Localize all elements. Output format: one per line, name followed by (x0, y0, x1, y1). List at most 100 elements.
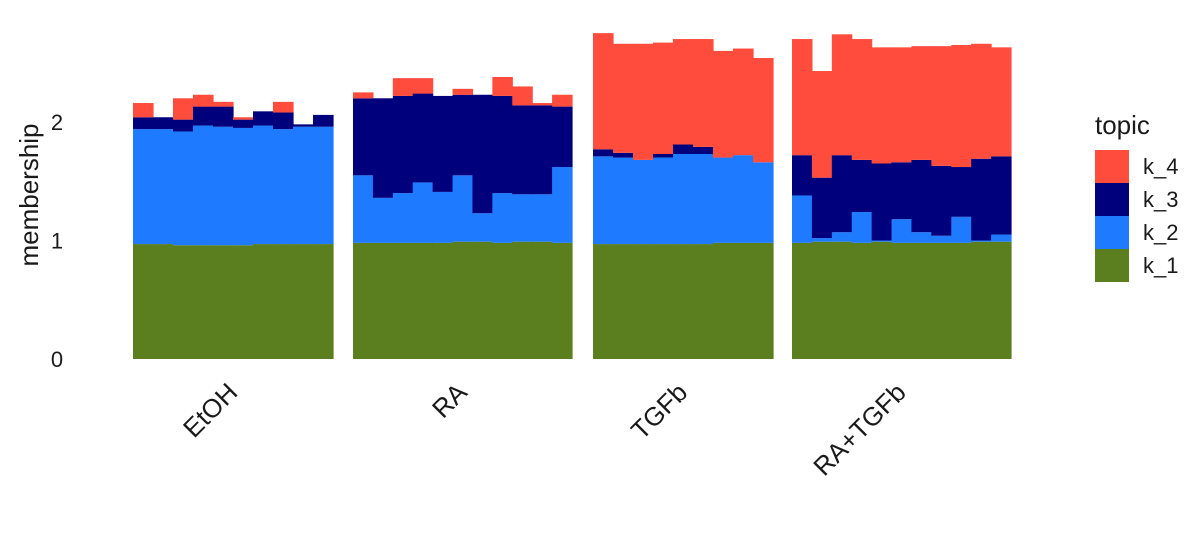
bar-RA-8-k_3 (492, 95, 513, 194)
bar-TGFb-3-k_1 (633, 244, 654, 359)
bar-RA-2-k_1 (372, 242, 394, 359)
bar-TGFb-5-k_1 (673, 244, 694, 359)
panel-ra (353, 76, 573, 359)
plot-area (133, 33, 1012, 359)
legend-swatch-k_2 (1095, 216, 1129, 249)
bar-RA-1-k_3 (353, 98, 374, 176)
bar-RA-9-k_2 (512, 194, 533, 242)
bar-RA+TGFb-6-k_2 (891, 219, 913, 243)
bar-EtOH-4-k_3 (193, 106, 214, 126)
bar-RA-9-k_4 (512, 86, 533, 106)
bar-RA+TGFb-9-k_1 (951, 242, 972, 359)
bar-RA+TGFb-7-k_3 (911, 159, 932, 233)
bar-RA-10-k_4 (532, 103, 553, 106)
bar-RA+TGFb-10-k_1 (971, 241, 992, 359)
bar-EtOH-9-k_1 (293, 244, 314, 359)
bar-RA+TGFb-5-k_3 (871, 163, 893, 241)
legend-swatch-k_3 (1095, 183, 1129, 216)
bar-RA-11-k_3 (552, 106, 573, 168)
y-tick-label: 0 (51, 347, 63, 372)
bar-RA+TGFb-11-k_4 (991, 47, 1012, 157)
bar-RA+TGFb-2-k_4 (811, 71, 833, 178)
bar-RA-5-k_1 (432, 242, 454, 359)
bar-EtOH-4-k_2 (193, 125, 214, 246)
bar-RA+TGFb-3-k_4 (831, 34, 853, 156)
bar-EtOH-8-k_3 (273, 112, 294, 130)
bar-EtOH-4-k_1 (193, 245, 214, 359)
bar-TGFb-9-k_4 (753, 58, 774, 163)
bar-TGFb-7-k_2 (713, 157, 734, 243)
legend-label-k_4: k_4 (1143, 154, 1178, 179)
bar-RA+TGFb-11-k_2 (991, 234, 1012, 242)
y-axis: membership 0 1 2 (14, 110, 63, 372)
bar-RA+TGFb-8-k_1 (931, 242, 952, 359)
bar-RA+TGFb-2-k_1 (811, 241, 833, 359)
bar-RA+TGFb-8-k_4 (931, 46, 952, 166)
bar-TGFb-9-k_2 (753, 162, 774, 243)
y-tick-label: 2 (51, 110, 63, 135)
bar-RA-6-k_3 (452, 94, 474, 176)
bar-EtOH-4-k_4 (193, 94, 214, 107)
x-tick-label: RA (426, 377, 473, 424)
bar-RA-1-k_1 (353, 242, 374, 359)
bar-RA+TGFb-1-k_1 (792, 242, 813, 359)
bar-TGFb-6-k_2 (693, 154, 714, 245)
legend-swatch-k_4 (1095, 150, 1129, 183)
legend-swatch-k_1 (1095, 249, 1129, 282)
bar-RA-10-k_3 (532, 105, 553, 195)
bar-RA-4-k_2 (412, 182, 434, 243)
bar-RA-9-k_1 (512, 241, 533, 359)
bar-TGFb-1-k_2 (593, 156, 614, 245)
bar-EtOH-5-k_1 (213, 245, 234, 359)
bar-RA-4-k_3 (412, 93, 434, 183)
bar-RA-7-k_1 (472, 241, 493, 359)
x-axis: EtOH RA TGFb RA+TGFb (177, 377, 912, 482)
bar-RA-9-k_3 (512, 105, 533, 195)
bar-EtOH-5-k_4 (213, 101, 234, 107)
bar-TGFb-3-k_4 (633, 43, 654, 160)
bar-RA-3-k_2 (392, 193, 414, 243)
bar-RA-8-k_4 (492, 76, 513, 96)
bar-RA+TGFb-10-k_4 (971, 43, 992, 159)
bar-EtOH-8-k_4 (273, 101, 294, 113)
bar-RA-8-k_1 (492, 242, 513, 359)
bar-TGFb-4-k_2 (653, 157, 674, 245)
bar-TGFb-6-k_4 (693, 39, 714, 147)
bar-RA+TGFb-2-k_3 (811, 177, 833, 239)
bar-RA-5-k_2 (432, 191, 454, 243)
panel-tgfb (593, 33, 774, 359)
bar-RA+TGFb-1-k_3 (792, 155, 813, 196)
legend-label-k_3: k_3 (1143, 187, 1178, 212)
bar-TGFb-5-k_3 (673, 144, 694, 154)
bar-TGFb-2-k_3 (613, 152, 634, 158)
bar-EtOH-9-k_2 (293, 126, 314, 245)
bar-RA+TGFb-3-k_2 (831, 232, 853, 242)
panel-ra-tgfb (792, 34, 1012, 359)
bar-TGFb-5-k_2 (673, 154, 694, 245)
bar-RA+TGFb-1-k_2 (792, 195, 813, 243)
bar-RA+TGFb-8-k_3 (931, 165, 952, 236)
bar-EtOH-3-k_3 (173, 119, 194, 132)
bar-RA+TGFb-10-k_2 (971, 240, 992, 242)
bar-RA+TGFb-7-k_2 (911, 232, 932, 243)
bar-RA+TGFb-7-k_4 (911, 46, 932, 160)
bar-RA+TGFb-5-k_1 (871, 241, 893, 359)
bar-RA+TGFb-4-k_2 (851, 212, 873, 243)
bar-EtOH-3-k_4 (173, 98, 194, 120)
legend-label-k_1: k_1 (1143, 253, 1178, 278)
bar-RA-3-k_1 (392, 242, 414, 359)
bar-TGFb-5-k_4 (673, 39, 694, 145)
bar-RA-10-k_1 (532, 241, 553, 359)
bar-RA+TGFb-9-k_4 (951, 44, 972, 168)
bar-TGFb-7-k_4 (713, 50, 734, 158)
bar-RA-1-k_4 (353, 92, 374, 99)
bar-EtOH-6-k_3 (233, 119, 254, 128)
bar-EtOH-5-k_2 (213, 126, 234, 246)
bar-TGFb-6-k_1 (693, 244, 714, 359)
bar-EtOH-3-k_2 (173, 131, 194, 246)
x-tick-label: RA+TGFb (807, 377, 911, 481)
bar-RA-11-k_1 (552, 242, 573, 359)
bar-RA-4-k_1 (412, 242, 434, 359)
bar-EtOH-6-k_4 (233, 117, 254, 120)
bar-RA+TGFb-11-k_3 (991, 156, 1012, 235)
